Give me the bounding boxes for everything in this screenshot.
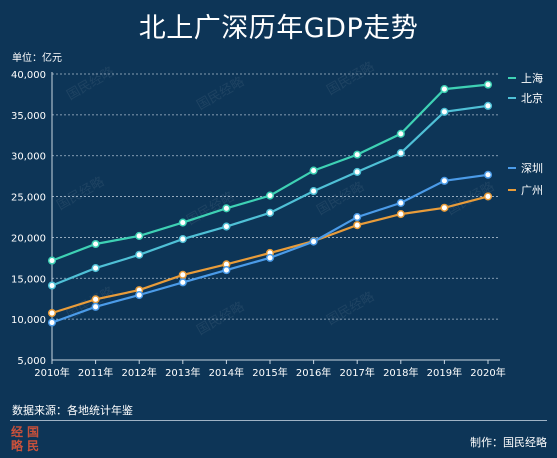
- brand-logo: 经国 略民: [8, 425, 42, 455]
- logo-char: 经: [10, 425, 23, 439]
- data-point: [440, 85, 449, 94]
- data-point: [178, 278, 187, 287]
- logo-char: 民: [26, 439, 39, 453]
- watermark-text: 国民经略: [314, 179, 367, 219]
- data-point: [135, 290, 144, 300]
- data-point: [222, 222, 231, 231]
- data-point: [265, 253, 275, 262]
- data-point: [353, 167, 362, 176]
- x-tick-label: 2020年: [470, 366, 505, 379]
- data-point: [178, 270, 187, 279]
- x-tick-label: 2012年: [121, 366, 156, 379]
- legend-label: 广州: [521, 184, 543, 197]
- data-point: [91, 295, 100, 304]
- logo-char: 国: [26, 425, 39, 439]
- x-tick-label: 2017年: [339, 366, 374, 379]
- data-point: [483, 80, 493, 89]
- data-point: [135, 231, 144, 240]
- data-point: [353, 221, 362, 230]
- footer-divider: [10, 420, 547, 421]
- data-point: [309, 237, 318, 246]
- grid-layer: [52, 73, 500, 320]
- series-上海: [47, 80, 493, 265]
- x-tick-label: 2013年: [165, 366, 200, 379]
- data-point: [309, 187, 318, 196]
- data-point: [483, 170, 493, 179]
- data-point: [483, 101, 493, 110]
- data-point: [47, 281, 57, 290]
- logo-char: 略: [10, 439, 23, 453]
- y-tick-label: 40,000: [11, 70, 46, 81]
- x-tick-label: 2016年: [296, 366, 331, 379]
- x-tick-label: 2010年: [34, 366, 69, 379]
- data-point: [309, 166, 318, 175]
- data-point: [178, 235, 187, 244]
- watermark-text: 国民经略: [324, 289, 377, 329]
- data-point: [440, 176, 449, 185]
- data-point: [440, 107, 449, 116]
- x-tick-label: 2011年: [78, 366, 113, 379]
- watermark-text: 国民经略: [194, 299, 247, 339]
- legend-label: 北京: [521, 91, 543, 105]
- data-point: [91, 239, 100, 249]
- series-line: [51, 83, 489, 262]
- y-tick-label: 25,000: [11, 193, 46, 204]
- watermark-text: 国民经略: [194, 74, 247, 114]
- watermark-text: 国民经略: [54, 174, 107, 214]
- data-point: [222, 266, 231, 275]
- data-point: [483, 192, 493, 201]
- x-tick-label: 2018年: [383, 366, 418, 379]
- legend-label: 深圳: [521, 162, 543, 175]
- data-point: [353, 213, 362, 222]
- axis-layer: 5,000 10,000 15,000 20,000 25,000 30,000 35,00…: [11, 70, 506, 379]
- data-point: [135, 250, 144, 259]
- watermark-text: 国民经略: [64, 64, 117, 104]
- data-point: [440, 203, 449, 212]
- data-point: [47, 318, 57, 327]
- data-source: 数据来源：各地统计年鉴: [12, 404, 133, 417]
- legend-label: 上海: [521, 71, 543, 85]
- watermark-text: 国民经略: [324, 59, 377, 99]
- data-point: [353, 150, 362, 159]
- data-point: [396, 129, 405, 138]
- series-layer: [47, 80, 493, 327]
- series-深圳: [47, 170, 493, 327]
- y-tick-label: 20,000: [11, 233, 46, 244]
- credit-label: 制作：国民经略: [470, 436, 547, 449]
- data-point: [178, 218, 187, 227]
- x-tick-label: 2015年: [252, 366, 287, 379]
- data-point: [396, 210, 405, 219]
- data-point: [47, 308, 57, 318]
- x-tick-label: 2014年: [209, 366, 244, 379]
- y-tick-label: 35,000: [11, 111, 46, 122]
- data-point: [91, 302, 100, 311]
- series-北京: [47, 101, 493, 290]
- y-tick-label: 10,000: [11, 315, 46, 326]
- data-point: [91, 264, 100, 273]
- data-point: [222, 204, 231, 213]
- data-point: [265, 191, 275, 200]
- data-point: [396, 149, 405, 158]
- data-point: [265, 208, 275, 217]
- y-tick-label: 30,000: [11, 152, 46, 163]
- data-point: [396, 198, 405, 207]
- x-tick-label: 2019年: [427, 366, 462, 379]
- y-tick-label: 15,000: [11, 274, 46, 285]
- data-point: [47, 256, 57, 265]
- chart-title: 北上广深历年GDP走势: [138, 13, 419, 44]
- unit-label: 单位：亿元: [12, 53, 62, 64]
- y-tick-label: 5,000: [17, 356, 46, 367]
